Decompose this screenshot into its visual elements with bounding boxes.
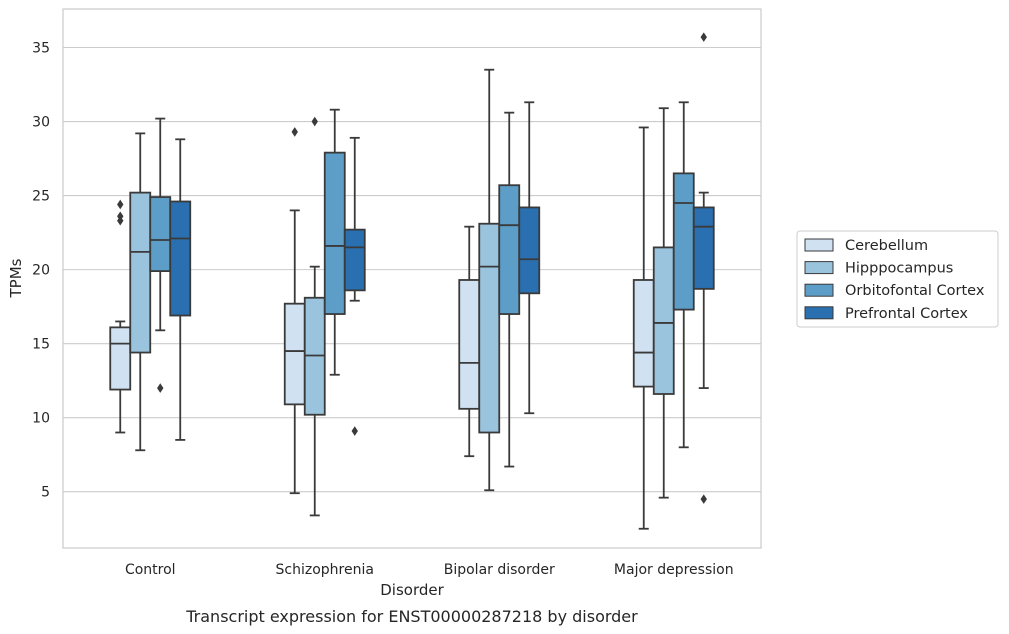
box-iqr xyxy=(129,191,152,354)
box-hipppocampus xyxy=(303,116,326,517)
box-cerebellum xyxy=(109,199,132,434)
box-cerebellum xyxy=(458,225,481,458)
box-hipppocampus xyxy=(129,132,152,452)
outlier-point xyxy=(700,494,707,504)
y-tick-label: 35 xyxy=(32,41,50,57)
box-hipppocampus xyxy=(652,107,675,499)
x-axis-ticks: Control Schizophrenia Bipolar disorder Majo… xyxy=(125,562,734,578)
outlier-point xyxy=(700,32,707,42)
legend-item: Cerebellum xyxy=(804,238,928,254)
legend-swatch xyxy=(804,261,834,275)
box-orbitofontal-cortex xyxy=(672,101,695,449)
box-iqr xyxy=(478,222,501,434)
y-tick-label: 20 xyxy=(32,263,50,279)
y-axis-label: TPMs xyxy=(7,258,25,298)
box-orbitofontal-cortex xyxy=(498,111,521,468)
x-tick-label: Major depression xyxy=(614,562,734,578)
box-iqr xyxy=(652,246,675,395)
box-iqr xyxy=(109,326,132,391)
legend-item: Prefrontal Cortex xyxy=(804,306,968,322)
box-plot-series xyxy=(109,32,715,530)
box-cerebellum xyxy=(283,127,306,495)
box-iqr xyxy=(672,172,695,311)
outlier-point xyxy=(351,426,358,436)
box-prefrontal-cortex xyxy=(518,101,541,415)
outlier-point xyxy=(117,211,124,222)
legend-item: Hipppocampus xyxy=(804,261,953,277)
box-orbitofontal-cortex xyxy=(149,117,172,393)
legend-swatch xyxy=(804,283,834,297)
y-tick-label: 15 xyxy=(32,337,50,353)
box-prefrontal-cortex xyxy=(692,32,715,504)
legend-label: Cerebellum xyxy=(845,238,928,254)
x-tick-label: Schizophrenia xyxy=(276,562,374,578)
box-iqr xyxy=(518,206,541,295)
outlier-point xyxy=(117,199,124,210)
y-tick-label: 10 xyxy=(32,411,50,427)
x-tick-label: Control xyxy=(125,562,176,578)
box-orbitofontal-cortex xyxy=(323,108,346,376)
box-prefrontal-cortex xyxy=(169,138,192,441)
box-iqr xyxy=(283,302,306,406)
legend-label: Prefrontal Cortex xyxy=(845,306,968,322)
outlier-point xyxy=(157,383,164,393)
outlier-point xyxy=(291,127,298,137)
y-tick-label: 25 xyxy=(32,189,50,205)
legend-frame xyxy=(796,230,999,328)
legend-swatch xyxy=(804,238,834,252)
box-iqr xyxy=(458,279,481,410)
legend: Cerebellum Hipppocampus Orbitofontal Corte… xyxy=(796,230,999,328)
legend-item: Orbitofontal Cortex xyxy=(804,283,985,299)
x-tick-label: Bipolar disorder xyxy=(444,562,555,578)
box-iqr xyxy=(323,151,346,315)
outlier-point xyxy=(311,116,318,127)
box-iqr xyxy=(169,200,192,317)
chart-caption: Transcript expression for ENST0000028721… xyxy=(185,607,638,626)
y-tick-label: 30 xyxy=(32,115,50,131)
legend-label: Hipppocampus xyxy=(845,261,953,277)
box-iqr xyxy=(632,279,655,388)
box-iqr xyxy=(149,196,172,272)
box-cerebellum xyxy=(632,126,655,530)
box-iqr xyxy=(343,228,366,292)
box-hipppocampus xyxy=(478,68,501,492)
box-iqr xyxy=(498,184,521,315)
plot-frame xyxy=(62,8,762,549)
y-tick-label: 5 xyxy=(41,485,50,501)
x-axis-label: Disorder xyxy=(380,581,444,599)
y-axis-ticks: 5 10 15 20 25 30 35 xyxy=(32,41,50,501)
box-prefrontal-cortex xyxy=(343,136,366,436)
legend-label: Orbitofontal Cortex xyxy=(845,283,985,299)
legend-swatch xyxy=(804,306,834,320)
box-iqr xyxy=(692,206,715,290)
